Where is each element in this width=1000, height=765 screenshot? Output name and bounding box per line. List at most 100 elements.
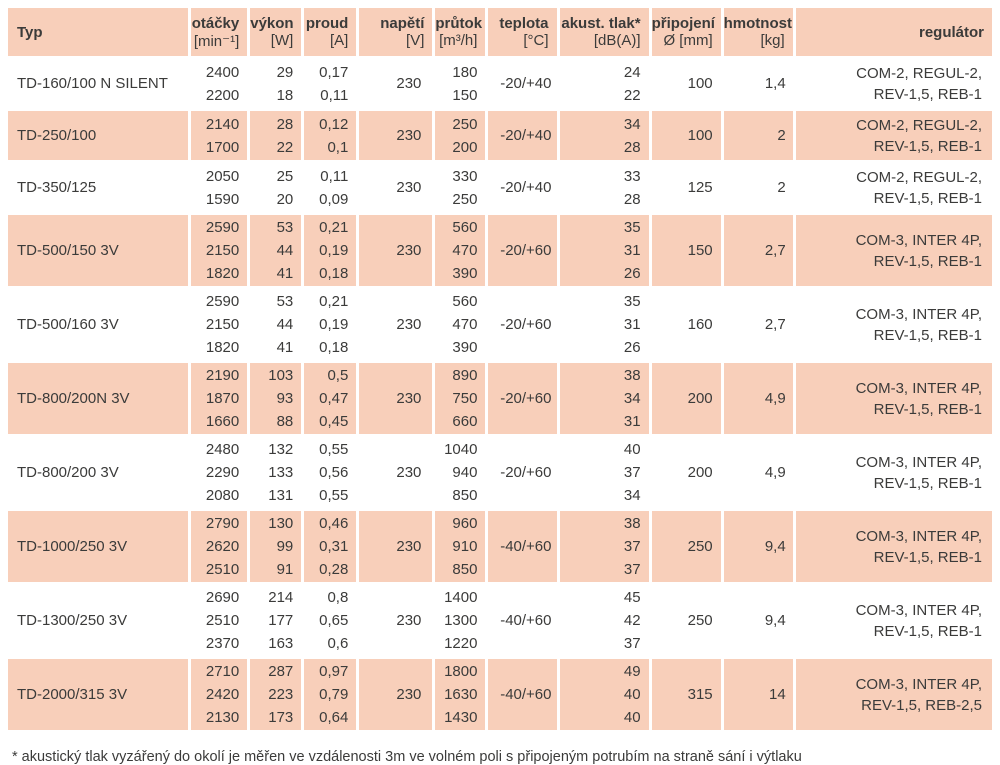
cell-proud: 0,12 0,1	[304, 111, 357, 160]
cell-vykon: 132 133 131	[250, 437, 302, 508]
cell-vykon: 28 22	[250, 111, 302, 160]
cell-regulator: COM-3, INTER 4P, REV-1,5, REB-1	[795, 289, 992, 360]
cell-vykon: 29 18	[250, 59, 302, 108]
cell-proud: 0,8 0,65 0,6	[304, 585, 357, 656]
cell-otacky: 2050 1590	[191, 163, 248, 212]
cell-vykon: 287 223 173	[250, 659, 302, 730]
cell-regulator: COM-3, INTER 4P, REV-1,5, REB-1	[795, 585, 992, 656]
cell-vykon: 53 44 41	[250, 215, 302, 286]
header-row: Typ otáčky [min⁻¹] výkon [W] proud [A] napě…	[8, 8, 992, 56]
table-row-td-160-100-n-silent: TD-160/100 N SILENT 2400 2200 29 18 0,17…	[8, 59, 992, 108]
cell-pripojeni: 315	[651, 659, 721, 730]
cell-akust-tlak: 38 34 31	[559, 363, 649, 434]
cell-prutok: 1040 940 850	[435, 437, 486, 508]
cell-typ: TD-800/200N 3V	[8, 363, 189, 434]
cell-typ: TD-800/200 3V	[8, 437, 189, 508]
col-unit-teplota: [°C]	[523, 32, 549, 49]
cell-akust-tlak: 40 37 34	[559, 437, 649, 508]
cell-hmotnost: 9,4	[723, 585, 793, 656]
cell-pripojeni: 150	[651, 215, 721, 286]
cell-akust-tlak: 34 28	[559, 111, 649, 160]
cell-hmotnost: 2	[723, 163, 793, 212]
cell-proud: 0,5 0,47 0,45	[304, 363, 357, 434]
cell-prutok: 250 200	[435, 111, 486, 160]
cell-vykon: 103 93 88	[250, 363, 302, 434]
col-header-otacky: otáčky [min⁻¹]	[191, 8, 248, 56]
table-row-td-500-150-3v: TD-500/150 3V 2590 2150 1820 53 44 41 0,…	[8, 215, 992, 286]
table-row-td-1300-250-3v: TD-1300/250 3V 2690 2510 2370 214 177 16…	[8, 585, 992, 656]
cell-teplota: -20/+60	[488, 437, 557, 508]
cell-teplota: -40/+60	[488, 659, 557, 730]
col-unit-napeti: [V]	[406, 32, 425, 49]
table-row-td-250-100: TD-250/100 2140 1700 28 22 0,12 0,1 230 …	[8, 111, 992, 160]
col-unit-prutok: [m³/h]	[439, 32, 478, 49]
col-unit-akust-tlak: [dB(A)]	[593, 32, 641, 49]
cell-hmotnost: 9,4	[723, 511, 793, 582]
cell-hmotnost: 14	[723, 659, 793, 730]
cell-napeti: 230	[359, 59, 433, 108]
cell-pripojeni: 100	[651, 59, 721, 108]
cell-otacky: 2590 2150 1820	[191, 215, 248, 286]
col-header-pripojeni: připojení Ø [mm]	[651, 8, 721, 56]
cell-vykon: 53 44 41	[250, 289, 302, 360]
table-row-td-1000-250-3v: TD-1000/250 3V 2790 2620 2510 130 99 91 …	[8, 511, 992, 582]
table-row-td-2000-315-3v: TD-2000/315 3V 2710 2420 2130 287 223 17…	[8, 659, 992, 730]
cell-prutok: 960 910 850	[435, 511, 486, 582]
cell-pripojeni: 100	[651, 111, 721, 160]
cell-proud: 0,17 0,11	[304, 59, 357, 108]
cell-teplota: -20/+60	[488, 363, 557, 434]
cell-teplota: -20/+60	[488, 289, 557, 360]
cell-typ: TD-500/160 3V	[8, 289, 189, 360]
cell-pripojeni: 200	[651, 437, 721, 508]
col-header-typ: Typ	[8, 8, 189, 56]
cell-proud: 0,55 0,56 0,55	[304, 437, 357, 508]
cell-akust-tlak: 33 28	[559, 163, 649, 212]
cell-regulator: COM-2, REGUL-2, REV-1,5, REB-1	[795, 59, 992, 108]
col-unit-hmotnost: [kg]	[760, 32, 785, 49]
col-header-hmotnost: hmotnost [kg]	[723, 8, 793, 56]
cell-napeti: 230	[359, 659, 433, 730]
cell-prutok: 180 150	[435, 59, 486, 108]
table-body: TD-160/100 N SILENT 2400 2200 29 18 0,17…	[8, 59, 992, 730]
table-header: Typ otáčky [min⁻¹] výkon [W] proud [A] napě…	[8, 8, 992, 56]
cell-regulator: COM-3, INTER 4P, REV-1,5, REB-2,5	[795, 659, 992, 730]
cell-napeti: 230	[359, 111, 433, 160]
cell-akust-tlak: 35 31 26	[559, 289, 649, 360]
cell-napeti: 230	[359, 289, 433, 360]
cell-napeti: 230	[359, 437, 433, 508]
col-header-vykon: výkon [W]	[250, 8, 302, 56]
table-row-td-500-160-3v: TD-500/160 3V 2590 2150 1820 53 44 41 0,…	[8, 289, 992, 360]
cell-regulator: COM-3, INTER 4P, REV-1,5, REB-1	[795, 215, 992, 286]
col-header-napeti: napětí [V]	[359, 8, 433, 56]
cell-typ: TD-1000/250 3V	[8, 511, 189, 582]
cell-akust-tlak: 49 40 40	[559, 659, 649, 730]
cell-proud: 0,46 0,31 0,28	[304, 511, 357, 582]
cell-proud: 0,21 0,19 0,18	[304, 215, 357, 286]
cell-vykon: 130 99 91	[250, 511, 302, 582]
cell-typ: TD-2000/315 3V	[8, 659, 189, 730]
cell-vykon: 25 20	[250, 163, 302, 212]
cell-akust-tlak: 45 42 37	[559, 585, 649, 656]
cell-hmotnost: 1,4	[723, 59, 793, 108]
cell-pripojeni: 200	[651, 363, 721, 434]
cell-regulator: COM-3, INTER 4P, REV-1,5, REB-1	[795, 363, 992, 434]
cell-regulator: COM-3, INTER 4P, REV-1,5, REB-1	[795, 511, 992, 582]
table-row-td-800-200n-3v: TD-800/200N 3V 2190 1870 1660 103 93 88 …	[8, 363, 992, 434]
col-unit-vykon: [W]	[270, 32, 294, 49]
cell-napeti: 230	[359, 163, 433, 212]
table-row-td-800-200-3v: TD-800/200 3V 2480 2290 2080 132 133 131…	[8, 437, 992, 508]
cell-otacky: 2690 2510 2370	[191, 585, 248, 656]
fan-spec-table: Typ otáčky [min⁻¹] výkon [W] proud [A] napě…	[5, 5, 995, 733]
cell-otacky: 2140 1700	[191, 111, 248, 160]
col-unit-pripojeni: Ø [mm]	[663, 32, 713, 49]
cell-hmotnost: 4,9	[723, 363, 793, 434]
cell-vykon: 214 177 163	[250, 585, 302, 656]
col-unit-otacky: [min⁻¹]	[193, 32, 240, 50]
cell-typ: TD-500/150 3V	[8, 215, 189, 286]
cell-hmotnost: 2,7	[723, 215, 793, 286]
cell-prutok: 890 750 660	[435, 363, 486, 434]
cell-regulator: COM-2, REGUL-2, REV-1,5, REB-1	[795, 163, 992, 212]
cell-typ: TD-350/125	[8, 163, 189, 212]
acoustic-pressure-footnote: * akustický tlak vyzářený do okolí je mě…	[12, 749, 802, 765]
cell-teplota: -20/+40	[488, 111, 557, 160]
